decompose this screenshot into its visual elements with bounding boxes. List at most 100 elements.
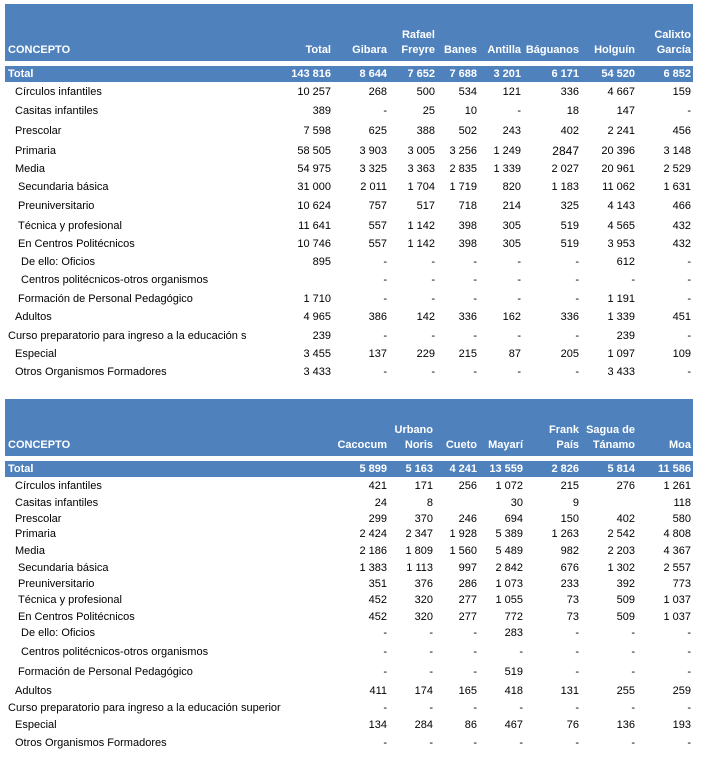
cell-value: 87 xyxy=(508,348,521,360)
header-gibara: Gibara xyxy=(333,4,389,61)
cell-value: 3 201 xyxy=(479,66,523,82)
cell-value: 694 xyxy=(504,512,523,525)
cell-value: 625 xyxy=(368,125,387,137)
cell-value: - xyxy=(575,666,579,678)
cell-value: 1 339 xyxy=(493,162,521,175)
cell-value: 1 263 xyxy=(551,528,579,540)
cell-value: 277 xyxy=(458,610,477,623)
table-row: Otros Organismos Formadores - - - - - - - xyxy=(5,734,693,752)
table-row: De ello: Oficios 895 - - - - - 612 - xyxy=(5,253,693,271)
cell-value: 452 xyxy=(368,594,387,606)
table-row: En Centros Politécnicos 452 320 277 772 73 509… xyxy=(5,608,693,625)
cell-value: - xyxy=(687,627,691,639)
cell-value: - xyxy=(429,666,433,678)
row-label: Total xyxy=(5,461,305,477)
table-row: Preuniversitario 10 624 757 517 718 214 325 4 1… xyxy=(5,196,693,216)
cell-value: 320 xyxy=(414,610,433,623)
cell-value: 5 814 xyxy=(581,461,637,477)
cell-value: 386 xyxy=(368,311,387,323)
cell-value xyxy=(581,494,637,511)
cell-value: - xyxy=(431,329,435,342)
cell-value: 519 xyxy=(560,238,579,250)
cell-value: 432 xyxy=(672,238,691,250)
cell-value: 6 171 xyxy=(523,66,581,82)
cell-value: 174 xyxy=(414,684,433,697)
cell-value: - xyxy=(631,737,635,749)
cell-value: 351 xyxy=(368,578,387,590)
cell-value: - xyxy=(429,627,433,639)
cell-value: 452 xyxy=(368,610,387,623)
cell-value: 73 xyxy=(566,594,579,606)
table1-header-row: CONCEPTO Total Gibara Rafael Freyre Bane… xyxy=(5,4,693,61)
cell-value: 229 xyxy=(416,348,435,360)
cell-value: 432 xyxy=(672,219,691,232)
table-row: Prescolar 7 598 625 388 502 243 402 2 241 456 xyxy=(5,121,693,141)
cell-value: - xyxy=(687,292,691,305)
row-label: Círculos infantiles xyxy=(15,479,102,492)
cell-value: 86 xyxy=(464,719,477,731)
row-label: Especial xyxy=(15,719,57,731)
cell-value: 2 424 xyxy=(359,528,387,540)
cell-value: - xyxy=(429,701,433,714)
table-row: Especial 134 284 86 467 76 136 193 xyxy=(5,716,693,734)
row-label: Centros politécnicos-otros organismos xyxy=(21,645,209,658)
cell-value: 11 641 xyxy=(298,219,331,232)
cell-value: 1 302 xyxy=(607,562,635,574)
cell-value: - xyxy=(429,737,433,749)
cell-value: 215 xyxy=(560,479,579,492)
cell-value: 7 688 xyxy=(437,66,479,82)
cell-value: 3 148 xyxy=(663,144,691,157)
cell-value: 1 249 xyxy=(493,144,521,157)
cell-value: 820 xyxy=(502,180,521,193)
cell-value: 193 xyxy=(672,719,691,731)
header-frank-pais: Frank País xyxy=(525,399,581,456)
cell-value: - xyxy=(575,274,579,286)
cell-value: 982 xyxy=(560,545,579,557)
cell-value: 421 xyxy=(368,479,387,492)
cell-value: 466 xyxy=(672,200,691,212)
cell-value: - xyxy=(383,105,387,117)
row-label: Secundaria básica xyxy=(18,562,109,574)
cell-value: 24 xyxy=(374,496,387,509)
cell-value: 299 xyxy=(368,512,387,525)
total-row: Total 143 816 8 644 7 652 7 688 3 201 6 171 54 … xyxy=(5,66,693,82)
cell-value: 31 000 xyxy=(297,180,331,193)
cell-value: - xyxy=(383,737,387,749)
table-row: Preuniversitario 351 376 286 1 073 233 392 773 xyxy=(5,576,693,592)
cell-value: 276 xyxy=(616,479,635,492)
row-label: Otros Organismos Formadores xyxy=(15,366,167,378)
cell-value: 1 719 xyxy=(449,180,477,193)
cell-value: 214 xyxy=(502,200,521,212)
cell-value: 10 746 xyxy=(297,238,331,250)
cell-value: - xyxy=(431,292,435,305)
row-label: De ello: Oficios xyxy=(21,627,95,639)
cell-value: - xyxy=(517,366,521,378)
cell-value: - xyxy=(383,329,387,342)
row-label: Adultos xyxy=(15,311,52,323)
cell-value: - xyxy=(687,329,691,342)
row-label: Secundaria básica xyxy=(18,180,109,193)
row-label: Primaria xyxy=(15,528,56,540)
cell-value: - xyxy=(687,256,691,268)
cell-value: 580 xyxy=(672,512,691,525)
cell-value: - xyxy=(473,329,477,342)
table-row: Secundaria básica 1 383 1 113 997 2 842 676 1 … xyxy=(5,560,693,576)
row-label: Prescolar xyxy=(15,125,62,137)
table-row: Adultos 4 965 386 142 336 162 336 1 339 451 xyxy=(5,308,693,326)
cell-value: 320 xyxy=(414,594,433,606)
cell-value: 1 710 xyxy=(303,292,331,305)
cell-value: 895 xyxy=(312,256,331,268)
cell-value: 5 389 xyxy=(495,528,523,540)
row-label: Curso preparatorio para ingreso a la edu… xyxy=(8,329,247,342)
cell-value: 2 826 xyxy=(525,461,581,477)
cell-value: 13 559 xyxy=(479,461,525,477)
cell-value: 1 037 xyxy=(663,610,691,623)
cell-value: 5 163 xyxy=(389,461,435,477)
cell-value: 142 xyxy=(416,311,435,323)
cell-value: - xyxy=(431,256,435,268)
cell-value: 534 xyxy=(458,85,477,98)
cell-value: 4 965 xyxy=(303,311,331,323)
enrollment-table-2: CONCEPTO Cacocum Urbano Noris Cueto Maya… xyxy=(5,399,693,752)
cell-value: 376 xyxy=(414,578,433,590)
row-label: En Centros Politécnicos xyxy=(18,610,135,623)
